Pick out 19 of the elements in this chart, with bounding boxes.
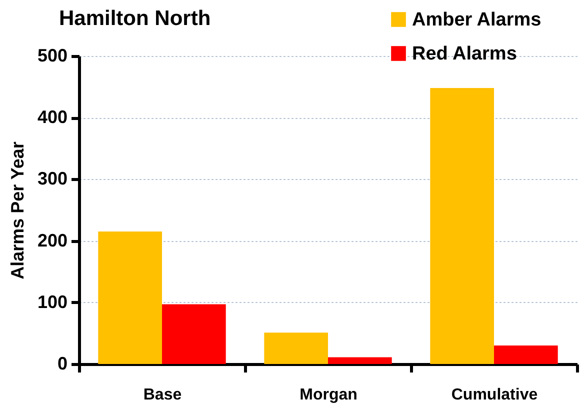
- bar: [98, 232, 162, 364]
- bar: [264, 332, 328, 364]
- bar: [430, 88, 494, 364]
- bar: [328, 357, 392, 364]
- x-tick-label: Morgan: [300, 386, 358, 404]
- y-axis-title: Alarms Per Year: [7, 142, 28, 280]
- y-tick-label: 300: [37, 168, 68, 189]
- x-tick-label: Base: [143, 386, 182, 404]
- y-tick-label: 200: [37, 230, 68, 250]
- x-tick-label: Cumulative: [451, 386, 538, 404]
- y-tick-label: 400: [37, 107, 68, 128]
- y-tick-label: 500: [37, 46, 68, 66]
- legend-label: Red Alarms: [412, 44, 517, 64]
- y-tick-label: 0: [57, 354, 68, 374]
- chart-title: Hamilton North: [59, 7, 211, 30]
- legend-label: Amber Alarms: [412, 10, 542, 30]
- bar: [494, 346, 558, 364]
- y-tick-label: 100: [37, 292, 68, 312]
- bar: [162, 304, 226, 364]
